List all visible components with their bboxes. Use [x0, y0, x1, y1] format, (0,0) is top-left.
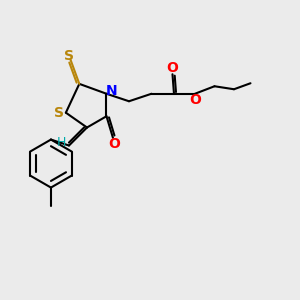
Text: N: N: [106, 84, 118, 98]
Text: O: O: [109, 136, 121, 151]
Text: S: S: [54, 106, 64, 120]
Text: S: S: [64, 49, 74, 63]
Text: O: O: [167, 61, 178, 75]
Text: O: O: [189, 93, 201, 107]
Text: H: H: [57, 136, 66, 149]
